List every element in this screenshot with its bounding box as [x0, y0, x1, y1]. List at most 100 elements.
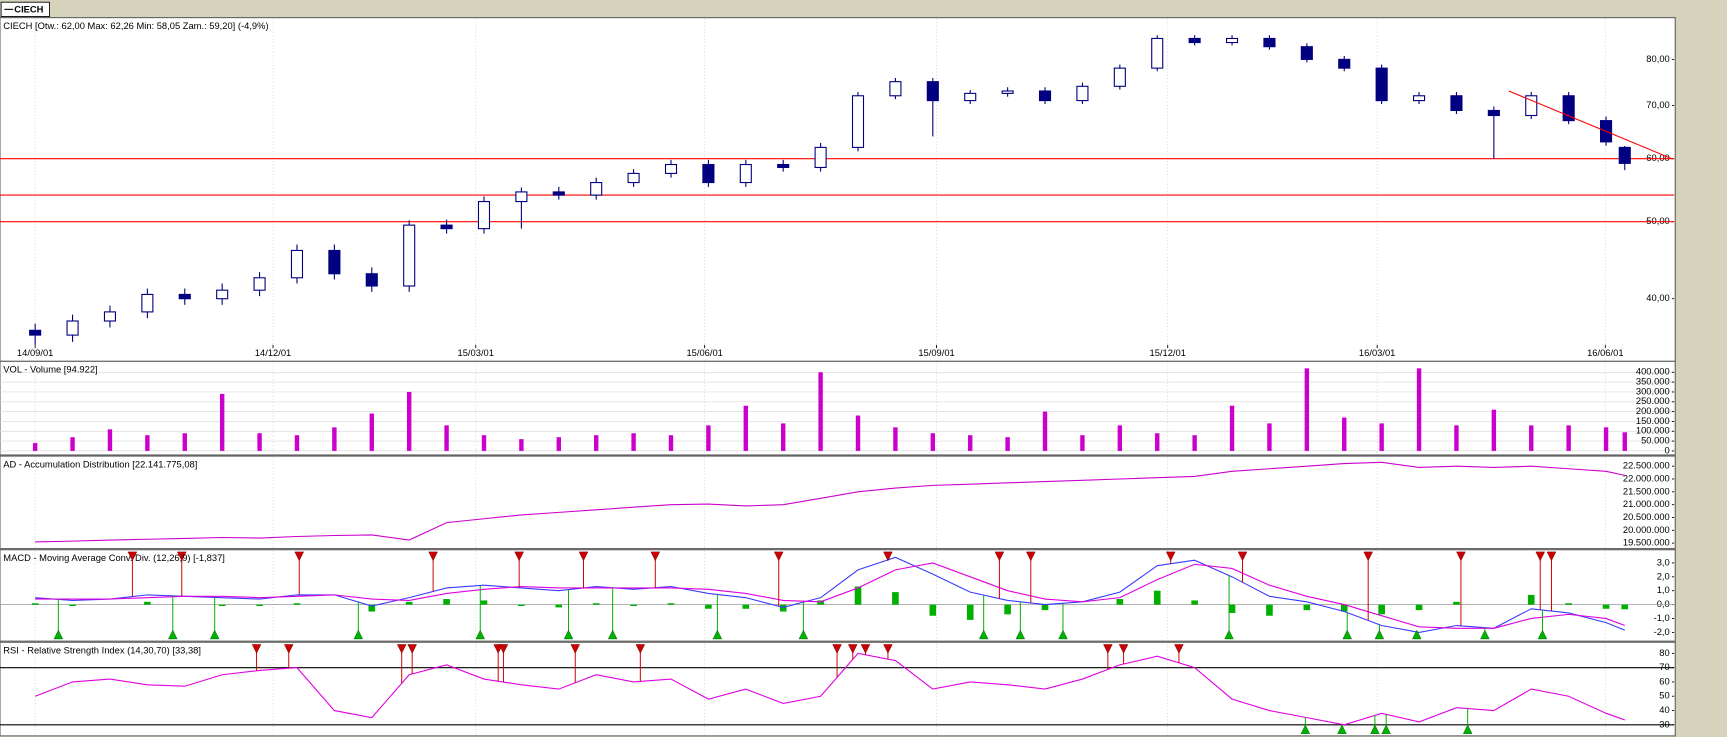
sell-signal-arrow: [578, 551, 589, 562]
histogram-bar: [929, 604, 937, 616]
sell-signal-arrow: [396, 644, 407, 654]
histogram-bar: [368, 604, 376, 612]
panel-background: [0, 17, 1676, 362]
sell-signal-arrow: [1456, 551, 1466, 562]
volume-bar: [556, 437, 561, 451]
candle-body: [403, 224, 416, 287]
y-tick-label: 20.500.000: [1623, 512, 1670, 522]
volume-bar: [1566, 425, 1571, 451]
volume-bar: [1267, 423, 1272, 451]
sell-signal-arrow: [127, 551, 138, 562]
volume-bar: [1379, 423, 1384, 451]
histogram-bar: [1153, 590, 1161, 605]
sell-signal-arrow: [1118, 644, 1129, 654]
histogram-bar: [31, 603, 39, 605]
buy-signal-arrow: [53, 629, 64, 640]
volume-bar: [781, 423, 786, 451]
y-tick-label: 350.000: [1636, 377, 1670, 387]
sell-signal-arrow: [177, 551, 187, 562]
y-tick-label: 0,0: [1657, 599, 1670, 609]
sell-signal-arrow: [294, 551, 304, 562]
symbol-tab[interactable]: [0, 1, 51, 17]
sell-signal-arrow: [883, 644, 893, 654]
volume-bar: [1603, 427, 1609, 451]
tab-label[interactable]: CIECH: [14, 4, 43, 14]
candle-body: [590, 181, 603, 196]
candle-body: [702, 163, 715, 184]
histogram-bar: [1602, 604, 1610, 609]
candle-body: [889, 81, 902, 97]
histogram-bar: [144, 601, 151, 605]
candle-body: [1338, 58, 1351, 69]
candle-body: [552, 191, 565, 196]
buy-signal-arrow: [1381, 724, 1391, 734]
histogram-bar: [1378, 604, 1385, 615]
y-tick-label: 100.000: [1636, 426, 1670, 436]
candle-body: [29, 329, 42, 336]
volume-bar: [1491, 409, 1497, 451]
sell-signal-arrow: [860, 644, 871, 654]
volume-bar: [631, 433, 636, 451]
candle-body: [290, 249, 304, 279]
volume-bar: [519, 439, 524, 451]
volume-bar: [1229, 405, 1235, 451]
candle-body: [178, 293, 191, 300]
candle-body: [515, 191, 528, 203]
y-tick-label: 21.000.000: [1623, 499, 1670, 509]
volume-bar: [706, 425, 711, 451]
candle-body: [141, 293, 154, 313]
histogram-bar: [218, 604, 226, 607]
histogram-bar: [1041, 604, 1049, 611]
candle-body: [66, 320, 79, 336]
volume-bar: [294, 435, 300, 451]
y-tick-label: 20.000.000: [1623, 525, 1670, 535]
volume-bar: [257, 433, 262, 451]
candle-body: [1151, 37, 1164, 69]
sell-signal-arrow: [1174, 644, 1184, 654]
histogram-bar: [256, 604, 263, 607]
x-tick-label: 16/03/01: [1359, 348, 1395, 358]
panel-background: [0, 360, 1676, 456]
histogram-bar: [555, 604, 563, 608]
candle-body: [1412, 95, 1426, 102]
buy-signal-arrow: [1480, 629, 1490, 640]
series-line: [34, 652, 1625, 726]
histogram-bar: [966, 604, 974, 620]
series-line: [35, 562, 1625, 629]
candle-body: [328, 249, 341, 275]
candle-body: [964, 92, 977, 102]
candle-body: [1618, 146, 1631, 164]
x-tick-label: 15/06/01: [686, 348, 722, 358]
candle-body: [1263, 37, 1276, 48]
histogram-bar: [1527, 594, 1535, 605]
candle-body: [216, 289, 229, 300]
volume-bar: [1192, 435, 1197, 451]
panel-background: [0, 455, 1676, 550]
y-tick-label: 1,0: [1657, 585, 1670, 595]
trend-line: [1508, 90, 1673, 160]
panel-title: AD - Accumulation Distribution [22.141.7…: [3, 459, 197, 469]
y-tick-label: 2,0: [1657, 571, 1670, 581]
sell-signal-arrow: [1237, 551, 1248, 562]
y-tick-label: 22.500.000: [1623, 461, 1670, 471]
panel-background: [0, 641, 1676, 737]
histogram-bar: [1621, 604, 1629, 610]
candle-body: [1562, 95, 1575, 122]
series-line: [35, 461, 1625, 543]
candle-body: [926, 81, 939, 102]
histogram-bar: [1303, 604, 1311, 611]
volume-bar: [369, 413, 374, 451]
volume-bar: [1080, 435, 1085, 451]
candle-body: [477, 200, 491, 230]
sell-signal-arrow: [498, 644, 509, 654]
histogram-bar: [480, 600, 488, 605]
x-tick-label: 15/12/01: [1149, 348, 1185, 358]
y-tick-label: 19.500.000: [1623, 538, 1670, 548]
candle-body: [103, 311, 117, 322]
histogram-bar: [293, 603, 301, 605]
buy-signal-arrow: [607, 629, 618, 640]
y-tick-label: 80,00: [1646, 54, 1669, 64]
sell-signal-arrow: [635, 644, 646, 654]
